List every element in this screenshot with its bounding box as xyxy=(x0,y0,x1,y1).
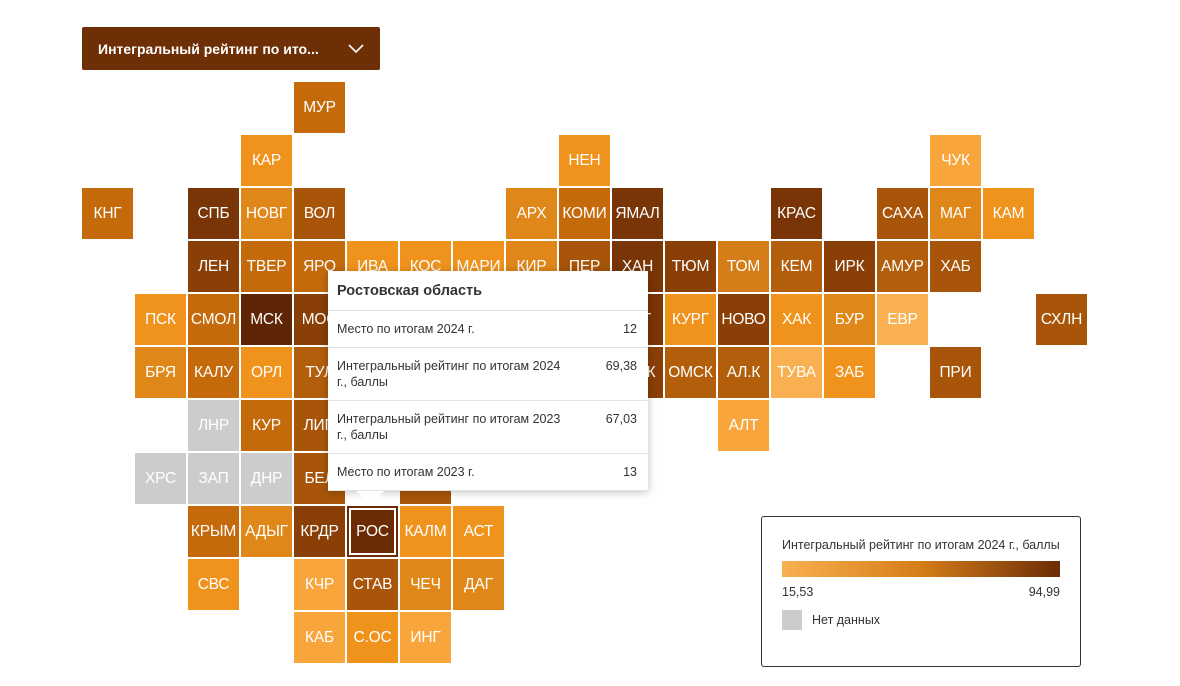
tooltip-title: Ростовская область xyxy=(328,271,648,311)
region-tile-нен[interactable]: НЕН xyxy=(559,135,610,186)
legend: Интегральный рейтинг по итогам 2024 г., … xyxy=(761,516,1081,667)
region-tile-том[interactable]: ТОМ xyxy=(718,241,769,292)
region-tile-мур[interactable]: МУР xyxy=(294,82,345,133)
tooltip-row-value: 67,03 xyxy=(605,412,637,426)
region-tile-тюм[interactable]: ТЮМ xyxy=(665,241,716,292)
region-tile-крдр[interactable]: КРДР xyxy=(294,506,345,557)
indicator-dropdown-label: Интегральный рейтинг по ито... xyxy=(98,40,319,57)
region-tile-зап[interactable]: ЗАП xyxy=(188,453,239,504)
region-tile-кур[interactable]: КУР xyxy=(241,400,292,451)
region-tile-каб[interactable]: КАБ xyxy=(294,612,345,663)
region-tile-кем[interactable]: КЕМ xyxy=(771,241,822,292)
region-tile-чук[interactable]: ЧУК xyxy=(930,135,981,186)
chevron-down-icon xyxy=(348,43,364,53)
region-tile-ново[interactable]: НОВО xyxy=(718,294,769,345)
tooltip-row: Интегральный рейтинг по итогам 2024 г., … xyxy=(328,348,648,401)
region-tile-коми[interactable]: КОМИ xyxy=(559,188,610,239)
region-tile-маг[interactable]: МАГ xyxy=(930,188,981,239)
tooltip-row-label: Интегральный рейтинг по итогам 2023 г., … xyxy=(337,412,561,442)
region-tile-мск[interactable]: МСК xyxy=(241,294,292,345)
region-tile-крас[interactable]: КРАС xyxy=(771,188,822,239)
region-tile-мари[interactable]: МАРИ xyxy=(453,241,504,292)
region-tile-хак[interactable]: ХАК xyxy=(771,294,822,345)
region-tile-инг[interactable]: ИНГ xyxy=(400,612,451,663)
region-tile-хрс[interactable]: ХРС xyxy=(135,453,186,504)
region-tile-кам[interactable]: КАМ xyxy=(983,188,1034,239)
tooltip-row-label: Интегральный рейтинг по итогам 2024 г., … xyxy=(337,359,561,389)
region-tile-днр[interactable]: ДНР xyxy=(241,453,292,504)
indicator-dropdown[interactable]: Интегральный рейтинг по ито... xyxy=(82,27,380,70)
region-tile-схлн[interactable]: СХЛН xyxy=(1036,294,1087,345)
region-tile-калм[interactable]: КАЛМ xyxy=(400,506,451,557)
region-tile-новг[interactable]: НОВГ xyxy=(241,188,292,239)
region-tile-бря[interactable]: БРЯ xyxy=(135,347,186,398)
no-data-label: Нет данных xyxy=(812,613,881,627)
legend-title: Интегральный рейтинг по итогам 2024 г., … xyxy=(782,538,1060,552)
region-tile-калу[interactable]: КАЛУ xyxy=(188,347,239,398)
region-tile-твер[interactable]: ТВЕР xyxy=(241,241,292,292)
region-tile-орл[interactable]: ОРЛ xyxy=(241,347,292,398)
legend-min-value: 15,53 xyxy=(782,585,814,599)
region-tile-спб[interactable]: СПБ xyxy=(188,188,239,239)
no-data-swatch xyxy=(782,610,802,630)
region-tile-при[interactable]: ПРИ xyxy=(930,347,981,398)
region-tile-тува[interactable]: ТУВА xyxy=(771,347,822,398)
region-tile-кург[interactable]: КУРГ xyxy=(665,294,716,345)
region-tile-крым[interactable]: КРЫМ xyxy=(188,506,239,557)
region-tile-кнг[interactable]: КНГ xyxy=(82,188,133,239)
tooltip-row-label: Место по итогам 2023 г. xyxy=(337,465,475,479)
region-tile-лнр[interactable]: ЛНР xyxy=(188,400,239,451)
tooltip-row: Место по итогам 2023 г. 13 xyxy=(328,454,648,491)
region-tile-бур[interactable]: БУР xyxy=(824,294,875,345)
region-tile-ал.к[interactable]: АЛ.К xyxy=(718,347,769,398)
region-tile-омск[interactable]: ОМСК xyxy=(665,347,716,398)
region-tile-яро[interactable]: ЯРО xyxy=(294,241,345,292)
region-tile-смол[interactable]: СМОЛ xyxy=(188,294,239,345)
region-tile-саха[interactable]: САХА xyxy=(877,188,928,239)
region-tile-хаб[interactable]: ХАБ xyxy=(930,241,981,292)
region-tile-аст[interactable]: АСТ xyxy=(453,506,504,557)
region-tile-евр[interactable]: ЕВР xyxy=(877,294,928,345)
region-tile-ямал[interactable]: ЯМАЛ xyxy=(612,188,663,239)
tooltip-row-value: 12 xyxy=(623,322,637,336)
region-tile-ирк[interactable]: ИРК xyxy=(824,241,875,292)
legend-color-scale xyxy=(782,561,1060,577)
region-tile-адыг[interactable]: АДЫГ xyxy=(241,506,292,557)
tooltip-row: Интегральный рейтинг по итогам 2023 г., … xyxy=(328,401,648,454)
region-tile-став[interactable]: СТАВ xyxy=(347,559,398,610)
region-tile-кчр[interactable]: КЧР xyxy=(294,559,345,610)
tooltip-row-label: Место по итогам 2024 г. xyxy=(337,322,475,336)
region-tile-амур[interactable]: АМУР xyxy=(877,241,928,292)
tooltip-row-value: 13 xyxy=(623,465,637,479)
region-tile-алт[interactable]: АЛТ xyxy=(718,400,769,451)
region-tile-рос[interactable]: РОС xyxy=(347,506,398,557)
legend-max-value: 94,99 xyxy=(1028,585,1060,599)
region-tooltip: Ростовская область Место по итогам 2024 … xyxy=(328,271,648,505)
region-tile-арх[interactable]: АРХ xyxy=(506,188,557,239)
region-tile-свс[interactable]: СВС xyxy=(188,559,239,610)
region-tile-чеч[interactable]: ЧЕЧ xyxy=(400,559,451,610)
region-tile-вол[interactable]: ВОЛ xyxy=(294,188,345,239)
region-tile-кар[interactable]: КАР xyxy=(241,135,292,186)
region-tile-пск[interactable]: ПСК xyxy=(135,294,186,345)
tooltip-pointer xyxy=(356,491,384,505)
tooltip-row: Место по итогам 2024 г. 12 xyxy=(328,311,648,348)
region-tile-с.ос[interactable]: С.ОС xyxy=(347,612,398,663)
region-tile-лен[interactable]: ЛЕН xyxy=(188,241,239,292)
tooltip-row-value: 69,38 xyxy=(605,359,637,373)
region-tile-даг[interactable]: ДАГ xyxy=(453,559,504,610)
region-tile-заб[interactable]: ЗАБ xyxy=(824,347,875,398)
